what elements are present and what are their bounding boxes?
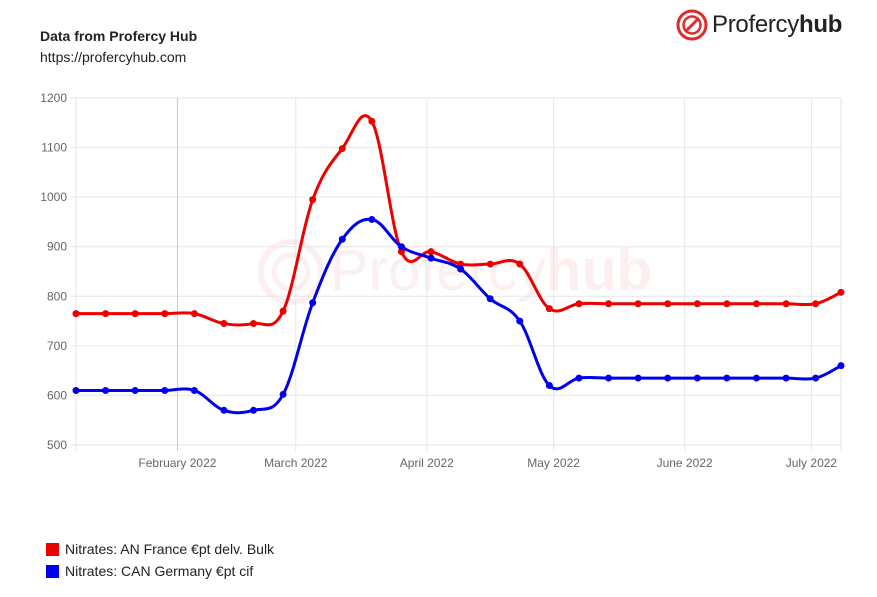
data-point[interactable] — [812, 300, 820, 308]
profercy-logo-icon — [676, 9, 708, 41]
data-point[interactable] — [72, 310, 80, 318]
data-point[interactable] — [516, 260, 524, 268]
x-tick-label: April 2022 — [400, 456, 454, 470]
data-point[interactable] — [161, 386, 169, 394]
data-point[interactable] — [190, 386, 198, 394]
y-tick-label: 500 — [47, 438, 67, 452]
logo-wordmark: Profercyhub — [712, 11, 842, 39]
data-point[interactable] — [545, 382, 553, 390]
watermark-text: Profercyhub — [330, 238, 652, 303]
data-point[interactable] — [575, 300, 583, 308]
data-point[interactable] — [457, 265, 465, 273]
chart-header-title: Data from Profercy Hub — [40, 28, 198, 44]
data-point[interactable] — [338, 145, 346, 153]
data-point[interactable] — [131, 386, 139, 394]
data-point[interactable] — [486, 295, 494, 303]
legend-label-an-france: Nitrates: AN France €pt delv. Bulk — [65, 541, 275, 557]
data-point[interactable] — [102, 386, 110, 394]
data-point[interactable] — [605, 374, 613, 382]
x-axis: February 2022 March 2022 April 2022 May 202… — [138, 456, 837, 470]
data-point[interactable] — [486, 260, 494, 268]
data-point[interactable] — [837, 288, 845, 296]
data-point[interactable] — [427, 248, 435, 256]
logo-wordmark-regular: Profercy — [712, 11, 799, 38]
logo-wordmark-bold: hub — [798, 11, 843, 38]
data-point[interactable] — [250, 320, 258, 328]
chart-legend: Nitrates: AN France €pt delv. Bulk Nitra… — [46, 538, 274, 582]
watermark: Profercyhub — [258, 238, 652, 305]
data-point[interactable] — [812, 374, 820, 382]
data-point[interactable] — [575, 374, 583, 382]
x-tick-label: March 2022 — [264, 456, 328, 470]
data-point[interactable] — [545, 305, 553, 313]
data-point[interactable] — [427, 254, 435, 262]
data-point[interactable] — [693, 374, 701, 382]
y-axis: 500 600 700 800 900 1000 1100 1200 — [40, 91, 67, 452]
y-tick-label: 700 — [47, 339, 67, 353]
y-tick-label: 1000 — [40, 190, 67, 204]
y-tick-label: 1100 — [41, 141, 67, 155]
data-point[interactable] — [693, 300, 701, 308]
data-point[interactable] — [782, 300, 790, 308]
data-point[interactable] — [250, 406, 258, 414]
y-tick-label: 800 — [47, 289, 67, 303]
data-point[interactable] — [72, 386, 80, 394]
legend-swatch-can-germany — [46, 564, 59, 578]
legend-item-an-france[interactable]: Nitrates: AN France €pt delv. Bulk — [46, 538, 274, 560]
data-point[interactable] — [131, 310, 139, 318]
data-point[interactable] — [837, 362, 845, 370]
y-tick-label: 600 — [47, 388, 67, 402]
data-point[interactable] — [309, 299, 317, 307]
legend-swatch-an-france — [46, 542, 59, 556]
data-point[interactable] — [782, 374, 790, 382]
data-point[interactable] — [161, 310, 169, 318]
x-tick-label: February 2022 — [138, 456, 216, 470]
data-point[interactable] — [664, 374, 672, 382]
data-point[interactable] — [279, 390, 287, 398]
data-point[interactable] — [605, 300, 613, 308]
data-point[interactable] — [723, 374, 731, 382]
data-point[interactable] — [397, 243, 405, 251]
data-point[interactable] — [338, 235, 346, 243]
series-line — [76, 114, 842, 327]
y-tick-label: 1200 — [40, 91, 67, 105]
data-point[interactable] — [752, 300, 760, 308]
data-point[interactable] — [397, 248, 405, 256]
profercy-logo[interactable]: Profercyhub — [676, 9, 842, 41]
legend-item-can-germany[interactable]: Nitrates: CAN Germany €pt cif — [46, 560, 274, 582]
data-point[interactable] — [457, 260, 465, 268]
data-point[interactable] — [220, 320, 228, 328]
x-tick-label: July 2022 — [786, 456, 838, 470]
y-tick-label: 900 — [47, 240, 67, 254]
source-link[interactable]: https://profercyhub.com — [40, 49, 187, 65]
data-point[interactable] — [664, 300, 672, 308]
data-point[interactable] — [102, 310, 110, 318]
x-tick-label: June 2022 — [657, 456, 713, 470]
data-point[interactable] — [190, 310, 198, 318]
data-point[interactable] — [634, 374, 642, 382]
x-tick-label: May 2022 — [527, 456, 580, 470]
data-point[interactable] — [309, 196, 317, 204]
chart-grid — [70, 97, 842, 451]
data-point[interactable] — [368, 215, 376, 223]
data-point[interactable] — [368, 117, 376, 125]
data-point[interactable] — [634, 300, 642, 308]
data-point[interactable] — [220, 406, 228, 414]
data-point[interactable] — [279, 307, 287, 315]
data-point[interactable] — [723, 300, 731, 308]
chart-series — [72, 114, 845, 415]
data-point[interactable] — [516, 317, 524, 325]
data-point[interactable] — [752, 374, 760, 382]
legend-label-can-germany: Nitrates: CAN Germany €pt cif — [65, 563, 254, 579]
